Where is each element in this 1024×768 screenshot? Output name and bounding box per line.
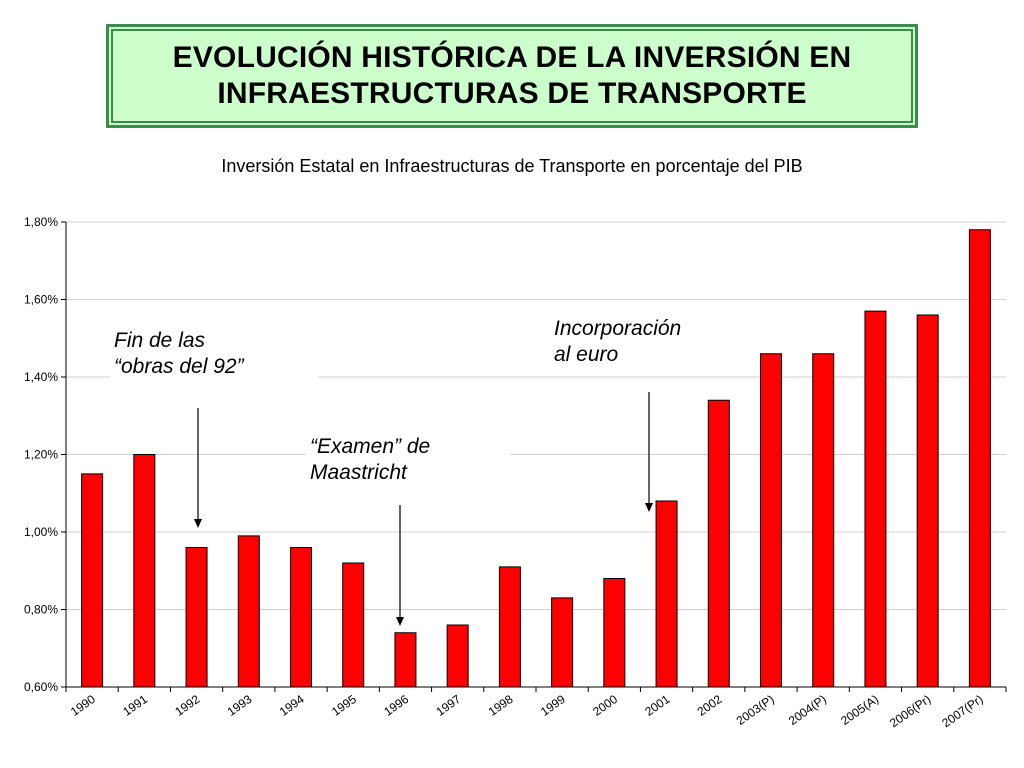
x-tick-label: 2004(P) [786,692,829,728]
annotation-euro: Incorporación al euro [550,314,728,370]
annotation-maastricht-line-1: “Examen” de [310,435,431,458]
annotation-maastricht: “Examen” de Maastricht [306,432,510,488]
arrow-maastricht-head [396,617,404,626]
y-tick-label: 0,80% [24,603,58,617]
bar-2001 [655,500,678,688]
x-tick-label: 1999 [538,692,568,719]
x-tick-label: 2006(Pr) [887,692,933,730]
annotation-euro-line-1: Incorporación [554,317,682,340]
bar-1999 [551,597,574,688]
main-title-line-1: EVOLUCIÓN HISTÓRICA DE LA INVERSIÓN EN [172,41,852,74]
x-tick-label: 1992 [172,692,202,719]
x-tick-label: 2002 [695,692,725,719]
y-tick-label: 1,00% [24,525,58,539]
y-tick-label: 1,60% [24,293,58,307]
x-tick-label: 1994 [277,692,307,719]
x-tick-label: 1996 [381,692,411,719]
y-tick-label: 0,60% [24,680,58,694]
bar-1994 [290,547,312,688]
annotation-maastricht-line-2: Maastricht [310,461,407,484]
y-tick-label: 1,80% [24,215,58,229]
arrow-obras92-head [194,519,202,528]
bar-1993 [237,535,260,688]
x-tick-label: 1991 [120,692,150,719]
bar-2004(P) [812,353,835,688]
bar-2000 [603,578,626,688]
chart-title: Inversión Estatal en Infraestructuras de… [221,156,803,176]
x-tick-label: 1990 [68,692,98,719]
bar-2003(P) [760,353,782,688]
x-tick-label: 2000 [590,692,620,719]
title-box: EVOLUCIÓN HISTÓRICA DE LA INVERSIÓN EN I… [106,24,918,128]
annotation-obras92: Fin de las “obras del 92” [110,326,318,382]
x-tick-label: 1998 [486,692,516,719]
arrow-euro-head [645,503,653,512]
bar-2007(Pr) [968,229,991,688]
bar-1991 [133,454,156,688]
bar-1992 [185,547,208,688]
annotation-euro-line-2: al euro [554,343,619,366]
x-tick-label: 1997 [433,692,463,719]
bar-1995 [342,562,365,688]
bar-1996 [394,632,417,688]
bar-2002 [707,399,730,688]
bar-1997 [446,624,469,688]
x-tick-label: 1995 [329,692,359,719]
y-tick-label: 1,20% [24,448,58,462]
main-title-line-2: INFRAESTRUCTURAS DE TRANSPORTE [217,77,807,110]
x-tick-label: 2001 [642,692,672,719]
bar-1990 [81,473,104,688]
x-tick-label: 2007(Pr) [939,692,985,730]
x-tick-label: 2005(A) [838,692,881,728]
annotation-obras92-line-1: Fin de las [114,329,206,352]
annotation-obras92-line-2: “obras del 92” [114,355,244,378]
y-tick-label: 1,40% [24,370,58,384]
bar-2005(A) [864,310,887,688]
x-tick-label: 2003(P) [734,692,777,728]
bar-1998 [498,566,521,688]
bar-2006(Pr) [916,314,939,688]
x-tick-label: 1993 [225,692,255,719]
